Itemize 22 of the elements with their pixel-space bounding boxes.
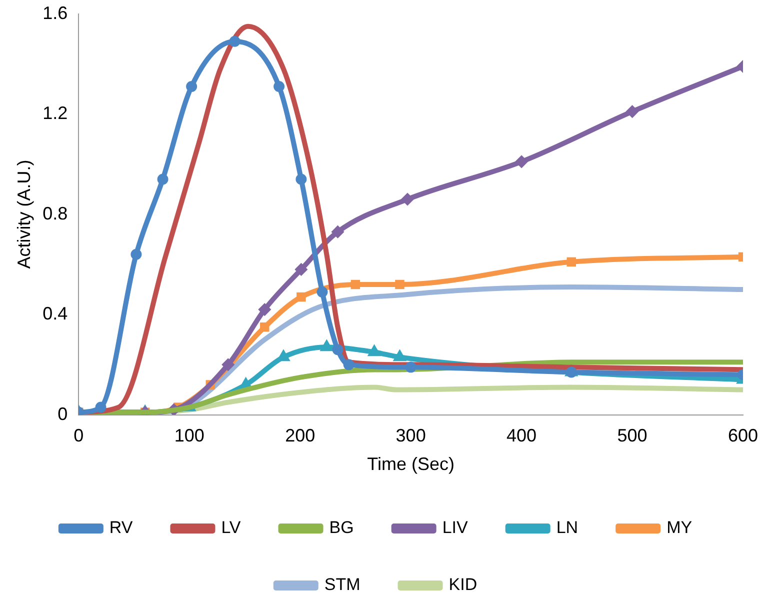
- y-axis-title: Activity (A.U.): [14, 160, 34, 269]
- legend-label: LV: [221, 518, 242, 538]
- x-tick-label: 500: [617, 426, 648, 446]
- x-tick-label: 0: [74, 426, 84, 446]
- x-tick-label: 300: [396, 426, 426, 446]
- legend-label: LN: [556, 518, 578, 538]
- x-tick-label: 100: [174, 426, 204, 446]
- legend-label: LIV: [442, 518, 469, 538]
- x-tick-label: 400: [506, 426, 537, 446]
- y-tick-label: 0.4: [42, 304, 68, 324]
- legend-label: RV: [109, 518, 134, 538]
- x-tick-label: 600: [728, 426, 758, 446]
- legend-label: STM: [324, 575, 360, 594]
- legend-label: MY: [666, 518, 692, 538]
- y-tick-label: 0.8: [42, 203, 68, 224]
- y-tick-label: 0: [58, 404, 68, 424]
- x-axis-title: Time (Sec): [367, 454, 454, 474]
- x-tick-label: 200: [285, 426, 316, 446]
- legend-label: BG: [329, 518, 354, 538]
- legend-label: KID: [448, 575, 478, 594]
- y-tick-label: 1.2: [42, 103, 68, 124]
- y-tick-label: 1.6: [42, 2, 68, 23]
